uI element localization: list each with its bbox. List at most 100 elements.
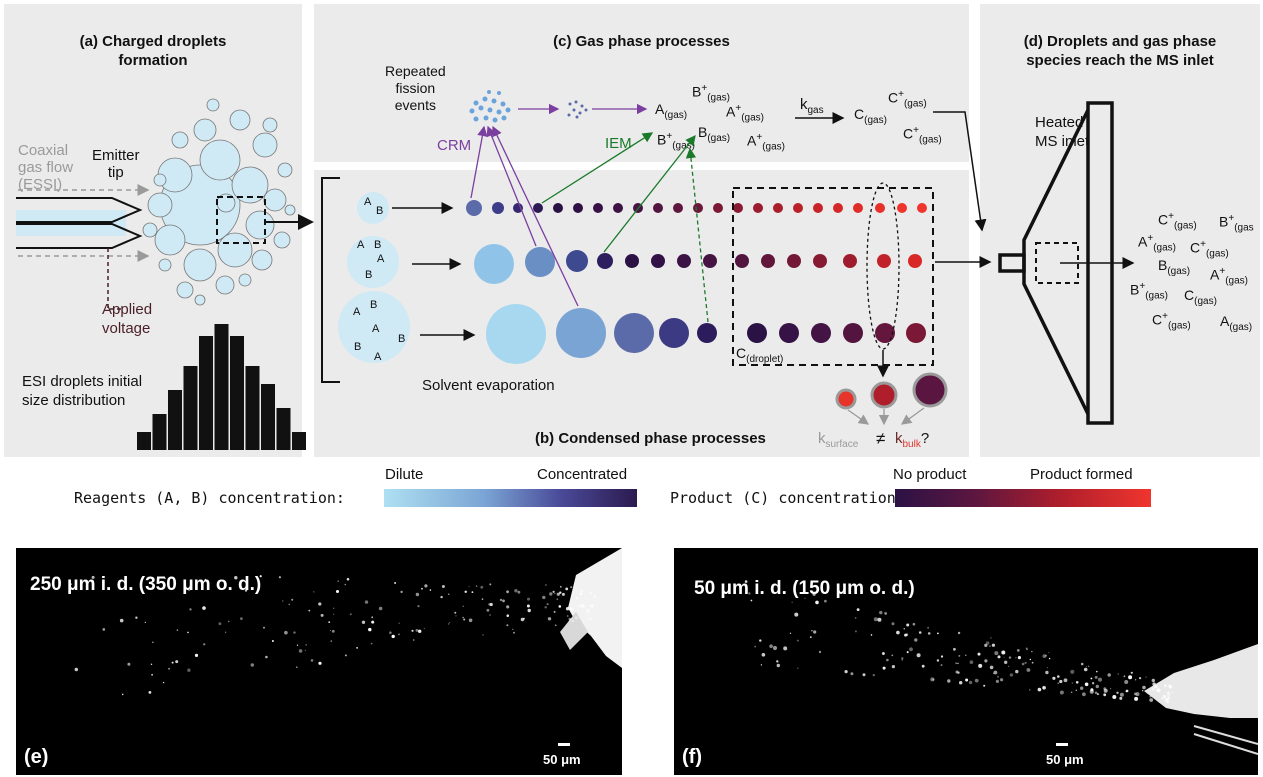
spray-speck (542, 595, 546, 600)
spray-speck (361, 620, 366, 624)
spray-speck (969, 660, 974, 664)
photo-e: 250 μm i. d. (350 μm o. d.) (e) 50 μm (16, 548, 622, 775)
emitter-tip (16, 184, 150, 310)
size-distribution-histogram (137, 324, 306, 450)
spray-speck (481, 598, 484, 600)
panel-c-title: (c) Gas phase processes (553, 33, 730, 50)
spray-speck (953, 647, 956, 651)
spray-speck (554, 624, 557, 627)
spray-speck (1156, 688, 1161, 693)
spray-speck (575, 596, 579, 600)
spray-speck (1008, 656, 1012, 659)
spray-speck (1057, 675, 1060, 678)
spray-speck (1172, 691, 1174, 694)
spray-speck (398, 633, 400, 636)
spray-speck (566, 615, 569, 617)
species-c-plus-gas-2: C+(gas) (903, 125, 942, 146)
spray-speck (378, 606, 383, 611)
spray-speck (1029, 689, 1031, 691)
spray-speck (809, 636, 812, 638)
spray-speck (940, 655, 944, 658)
spray-speck (1110, 688, 1112, 690)
spray-speck (891, 622, 895, 626)
spray-speck (554, 592, 556, 595)
spray-speck (187, 631, 189, 634)
photo-e-scale: 50 μm (543, 752, 581, 767)
spray-speck (789, 632, 792, 634)
species-b-plus-gas-d1: B+(gas (1219, 213, 1254, 234)
spray-speck (1031, 651, 1033, 653)
spray-speck (748, 592, 751, 595)
svg-text:B: B (376, 205, 383, 217)
photo-f-letter: (f) (682, 746, 702, 768)
spray-speck (331, 629, 335, 633)
spray-speck (468, 585, 470, 587)
panel-b (314, 170, 969, 457)
spray-speck (298, 649, 303, 653)
surface-bulk-droplets (835, 372, 948, 426)
spray-speck (1163, 695, 1166, 698)
spray-speck (1168, 684, 1170, 686)
neq-symbol: ≠ (876, 429, 886, 448)
photo-e-title: 250 μm i. d. (350 μm o. d.) (30, 574, 262, 595)
spray-speck (559, 585, 562, 588)
spray-speck (914, 638, 918, 642)
spray-speck (1024, 661, 1027, 664)
spray-speck (776, 660, 779, 663)
spray-speck (994, 651, 999, 656)
spray-speck (240, 617, 243, 620)
histogram-bar (245, 366, 260, 450)
species-b-plus-gas-1: B+(gas) (692, 83, 730, 104)
spray-speck (877, 617, 882, 622)
spray-speck (561, 592, 565, 596)
spray-speck (527, 597, 530, 601)
applied-voltage-label: Applied voltage (102, 301, 153, 337)
iem-label: IEM (605, 135, 632, 152)
histogram-bar (152, 414, 167, 450)
spray-speck (1164, 684, 1167, 688)
spray-speck (152, 641, 154, 643)
svg-text:A: A (353, 306, 361, 318)
reagents-colorbar (384, 489, 637, 507)
spray-speck (329, 630, 331, 632)
spray-speck (997, 655, 1001, 659)
spray-speck (523, 617, 525, 620)
spray-speck (318, 602, 322, 606)
spray-speck (468, 618, 473, 623)
spray-speck (1001, 650, 1006, 655)
spray-speck (957, 631, 961, 635)
spray-speck (371, 620, 375, 624)
spray-speck (1026, 648, 1028, 651)
spray-speck (1016, 649, 1020, 652)
spray-speck (447, 593, 450, 595)
spray-speck (783, 646, 788, 651)
spray-speck (1145, 676, 1147, 678)
spray-speck (69, 583, 72, 586)
spray-speck (965, 678, 969, 682)
spray-speck (1029, 658, 1031, 661)
spray-speck (985, 641, 990, 645)
spray-speck (102, 628, 106, 631)
spray-speck (936, 659, 940, 662)
spray-speck (989, 665, 994, 670)
spray-speck (769, 644, 773, 648)
spray-speck (127, 662, 131, 666)
droplet-row-2 (474, 244, 922, 284)
spray-speck (346, 577, 350, 581)
spray-speck (965, 654, 967, 656)
spray-speck (440, 595, 443, 599)
spray-speck (1139, 677, 1142, 680)
spray-speck (423, 627, 425, 630)
spray-speck (1094, 691, 1098, 695)
svg-text:A: A (364, 196, 372, 208)
spray-speck (447, 623, 449, 625)
spray-speck (1080, 686, 1084, 690)
spray-speck (1075, 681, 1079, 684)
spray-speck (556, 592, 560, 596)
emitter-tip-label: Emitter tip (92, 147, 140, 181)
spray-speck (271, 640, 274, 642)
spray-speck (482, 634, 484, 636)
spray-speck (418, 629, 422, 633)
